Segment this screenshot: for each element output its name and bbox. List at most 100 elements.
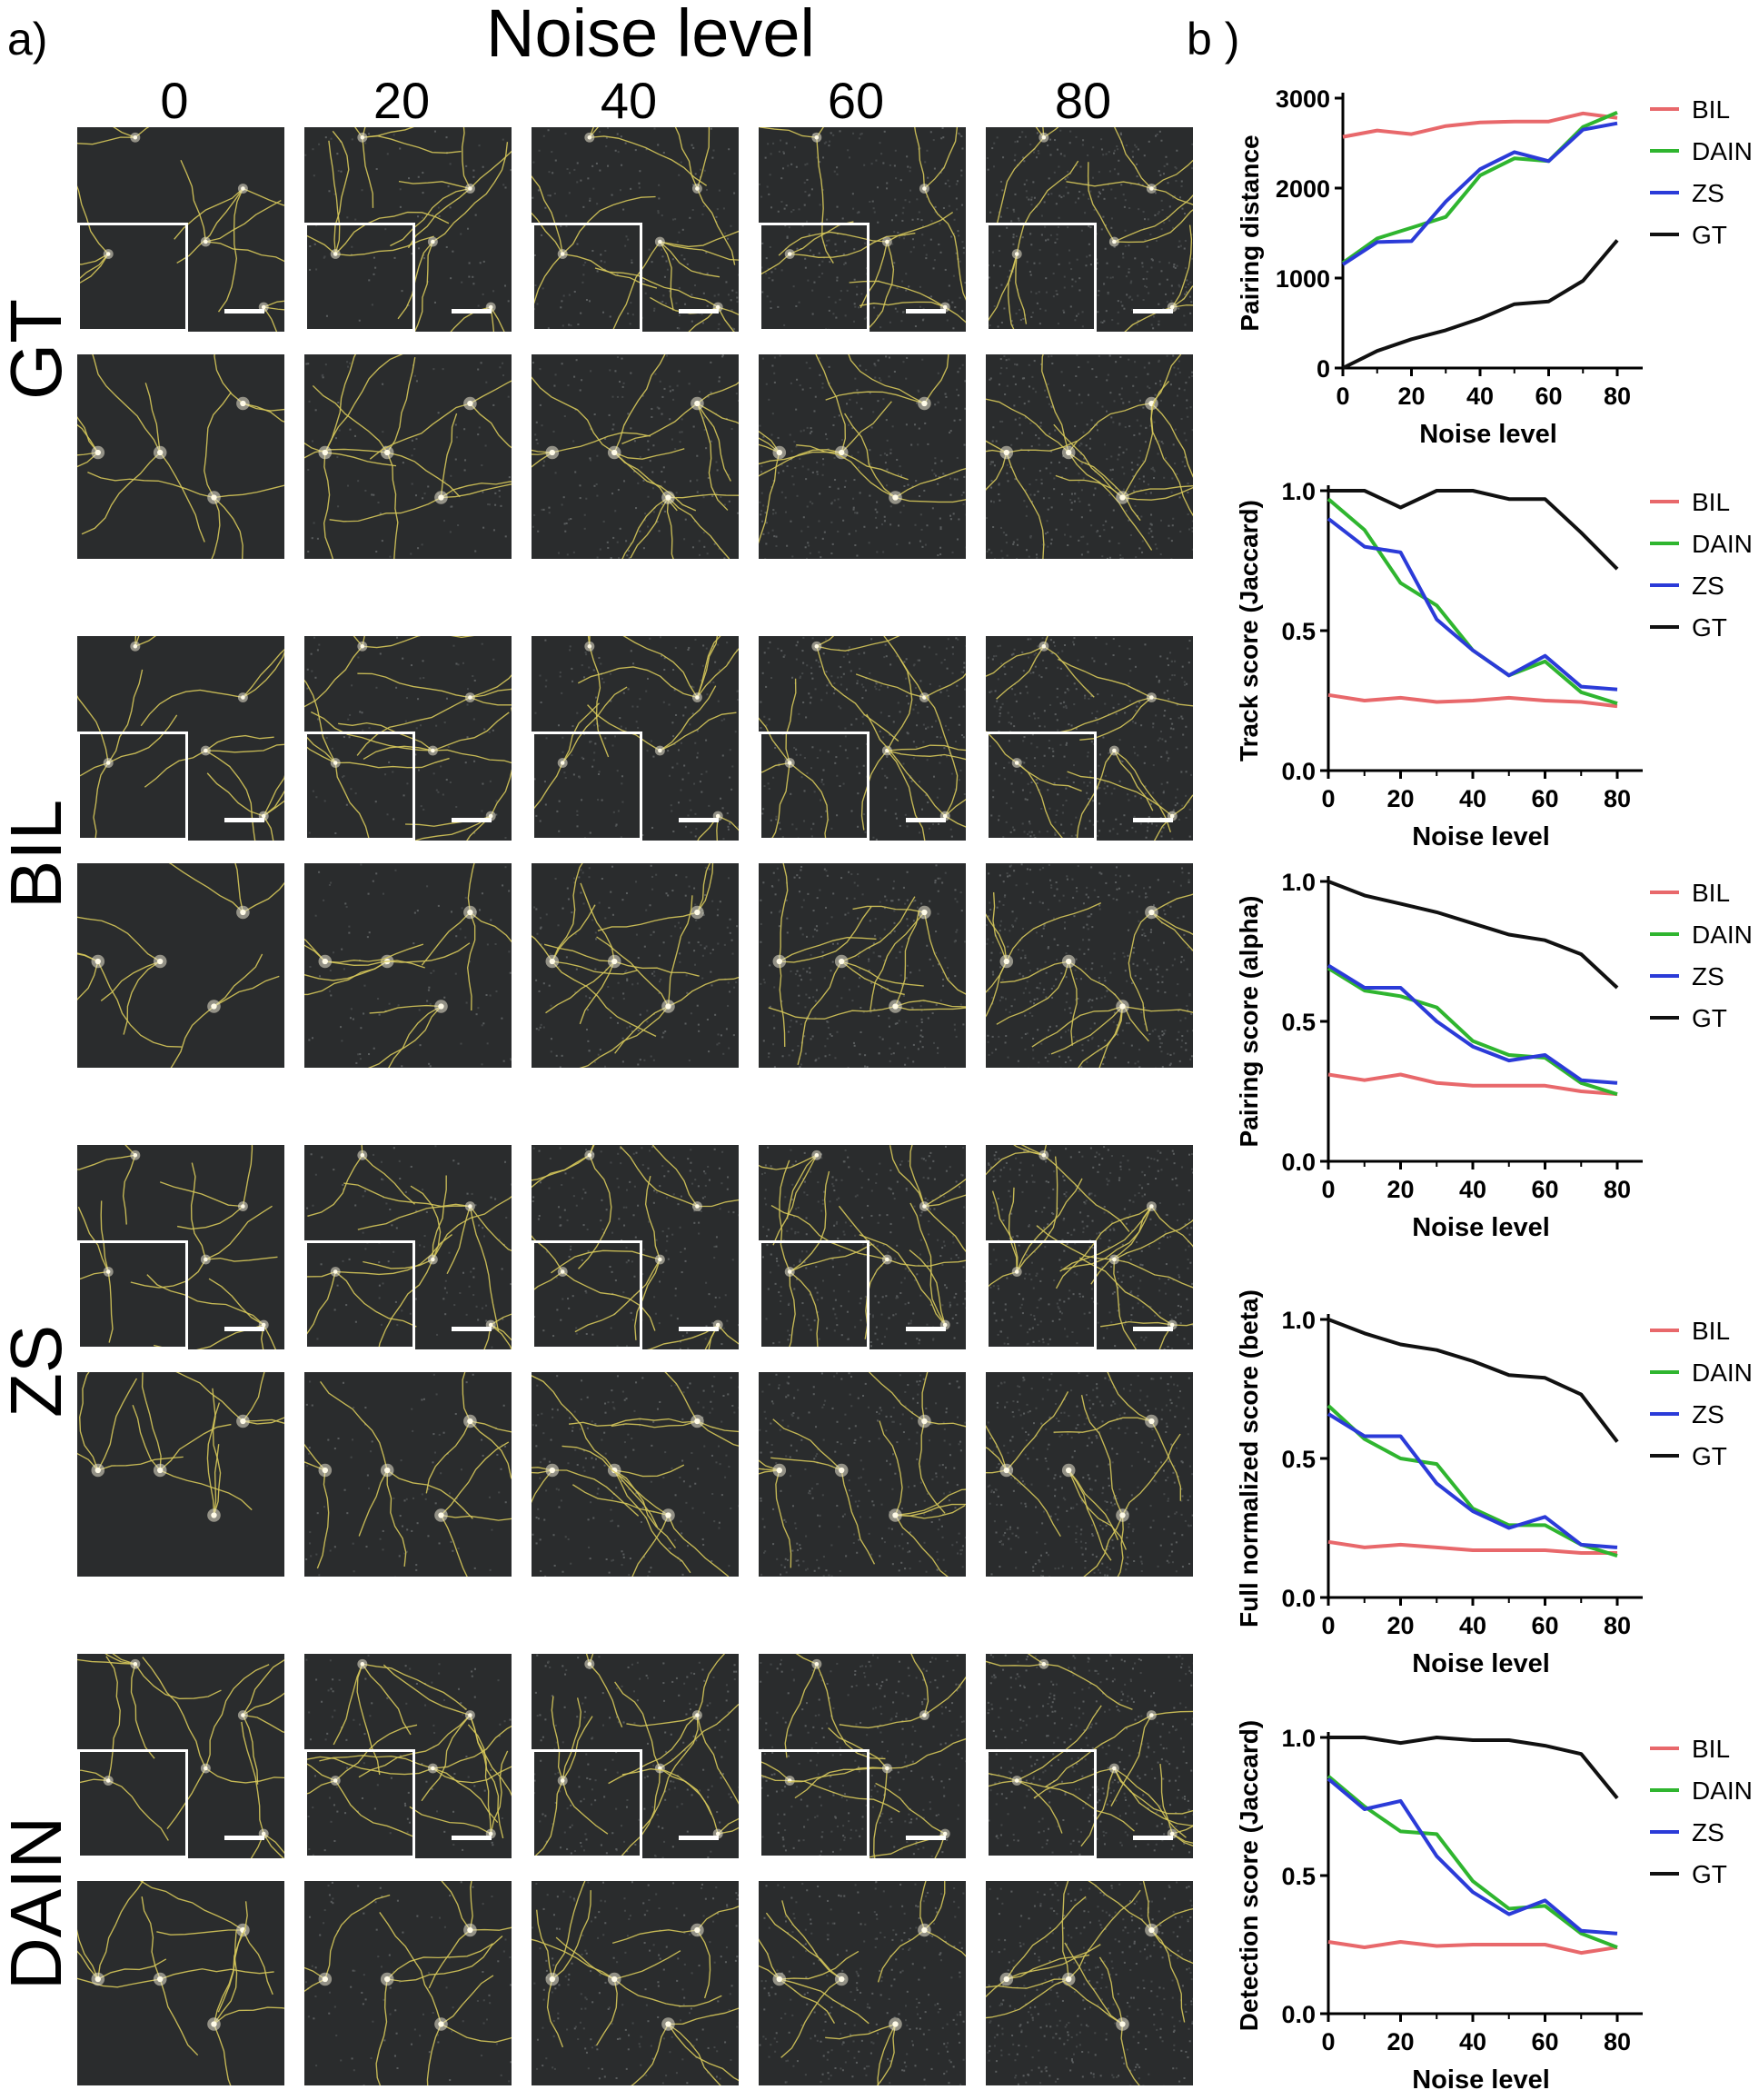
x-axis-label: Noise level bbox=[1412, 822, 1550, 851]
zoom-inset-box bbox=[986, 1240, 1097, 1349]
x-tick-label: 40 bbox=[1459, 1612, 1486, 1639]
scale-bar bbox=[452, 309, 492, 314]
y-tick-label: 1.0 bbox=[1281, 1307, 1316, 1334]
overview-image bbox=[986, 1145, 1193, 1349]
zoom-inset-box bbox=[986, 1749, 1097, 1858]
series-line-gt bbox=[1327, 880, 1619, 990]
x-tick-label: 40 bbox=[1466, 383, 1494, 410]
y-tick-label: 0.0 bbox=[1281, 758, 1316, 785]
overview-image bbox=[759, 127, 966, 332]
legend-label: DAIN bbox=[1692, 1359, 1753, 1387]
overview-image bbox=[532, 1145, 739, 1349]
x-tick-label: 60 bbox=[1535, 383, 1562, 410]
zoomed-image bbox=[304, 1372, 512, 1577]
zoom-inset-box bbox=[77, 732, 188, 841]
legend-label: GT bbox=[1692, 1442, 1727, 1470]
x-axis-label: Noise level bbox=[1412, 2065, 1550, 2095]
column-label: 40 bbox=[600, 72, 658, 129]
zoomed-image bbox=[759, 863, 966, 1068]
series-line-dain bbox=[1327, 1775, 1618, 1949]
legend-label: BIL bbox=[1692, 879, 1730, 907]
legend-label: ZS bbox=[1692, 1400, 1724, 1428]
series-line-zs bbox=[1327, 1412, 1618, 1549]
zoomed-image bbox=[986, 1372, 1193, 1577]
zoomed-image bbox=[986, 1881, 1193, 2085]
y-tick-label: 0.5 bbox=[1281, 1863, 1316, 1890]
x-tick-label: 80 bbox=[1604, 785, 1631, 812]
zoomed-image bbox=[759, 1372, 966, 1577]
overview-image bbox=[77, 127, 284, 332]
y-tick-label: 0.0 bbox=[1281, 2001, 1316, 2028]
x-tick-label: 20 bbox=[1397, 383, 1425, 410]
row-label: BIL bbox=[0, 799, 76, 909]
x-tick-label: 80 bbox=[1604, 1612, 1631, 1639]
zoom-inset-box bbox=[532, 1749, 642, 1858]
legend-label: ZS bbox=[1692, 179, 1724, 207]
series-line-dain bbox=[1327, 966, 1618, 1097]
overview-image bbox=[304, 636, 512, 841]
legend-label: BIL bbox=[1692, 1317, 1730, 1345]
zoomed-image bbox=[304, 863, 512, 1068]
x-tick-label: 60 bbox=[1531, 2028, 1558, 2055]
column-label: 60 bbox=[827, 72, 885, 129]
scale-bar bbox=[906, 309, 946, 314]
legend-label: GT bbox=[1692, 1004, 1727, 1032]
legend-label: GT bbox=[1692, 221, 1727, 249]
series-line-gt bbox=[1328, 1736, 1619, 1800]
overview-image bbox=[759, 1145, 966, 1349]
x-axis-label: Noise level bbox=[1412, 1649, 1550, 1678]
chart-1: 0 20 40 60 80 0 1000 2000 3000 Noise level Pairing… bbox=[1236, 85, 1753, 449]
series-line-bil bbox=[1342, 111, 1618, 139]
zoom-inset-box bbox=[304, 1240, 415, 1349]
x-tick-label: 60 bbox=[1531, 1176, 1558, 1203]
overview-image bbox=[532, 127, 739, 332]
legend-label: ZS bbox=[1692, 962, 1724, 990]
x-tick-label: 60 bbox=[1531, 785, 1558, 812]
y-tick-label: 1.0 bbox=[1281, 1725, 1316, 1752]
zoomed-image bbox=[532, 354, 739, 559]
y-tick-label: 0.5 bbox=[1281, 1009, 1316, 1036]
row-label: DAIN bbox=[0, 1816, 76, 1990]
zoomed-image bbox=[77, 354, 284, 559]
scale-bar bbox=[679, 818, 719, 822]
scale-bar bbox=[679, 1327, 719, 1331]
column-label: 80 bbox=[1054, 72, 1112, 129]
overview-image bbox=[304, 1145, 512, 1349]
x-tick-label: 0 bbox=[1321, 1176, 1335, 1203]
zoom-inset-box bbox=[759, 732, 870, 841]
y-tick-label: 1.0 bbox=[1281, 869, 1316, 896]
series-line-bil bbox=[1327, 1072, 1618, 1097]
y-tick-label: 0 bbox=[1317, 355, 1330, 383]
zoom-inset-box bbox=[304, 732, 415, 841]
scale-bar bbox=[452, 818, 492, 822]
zoomed-image bbox=[532, 1881, 739, 2085]
y-axis-label: Pairing distance bbox=[1236, 134, 1264, 331]
zoomed-image bbox=[986, 354, 1193, 559]
scale-bar bbox=[906, 818, 946, 822]
zoomed-image bbox=[986, 863, 1193, 1068]
overview-image bbox=[986, 636, 1193, 841]
overview-image bbox=[986, 1654, 1193, 1858]
overview-image bbox=[532, 636, 739, 841]
y-axis-label: Track score (Jaccard) bbox=[1235, 500, 1263, 761]
x-tick-label: 0 bbox=[1321, 785, 1335, 812]
x-tick-label: 0 bbox=[1336, 383, 1349, 410]
x-tick-label: 40 bbox=[1459, 785, 1486, 812]
series-line-dain bbox=[1327, 497, 1618, 706]
overview-image bbox=[532, 1654, 739, 1858]
chart-5: 0 20 40 60 80 0.0 0.5 1.0 Noise level Detection s… bbox=[1235, 1720, 1753, 2095]
zoomed-image bbox=[759, 354, 966, 559]
zoom-inset-box bbox=[986, 732, 1097, 841]
scale-bar bbox=[906, 1836, 946, 1840]
series-line-gt bbox=[1327, 1318, 1619, 1443]
legend-label: BIL bbox=[1692, 488, 1730, 516]
legend-label: GT bbox=[1692, 613, 1727, 642]
x-tick-label: 80 bbox=[1604, 2028, 1631, 2055]
legend-label: ZS bbox=[1692, 1818, 1724, 1846]
series-line-gt bbox=[1328, 489, 1619, 571]
overview-image bbox=[77, 1654, 284, 1858]
series-line-zs bbox=[1327, 1777, 1618, 1936]
series-line-bil bbox=[1327, 692, 1618, 709]
series-line-zs bbox=[1327, 963, 1618, 1085]
zoom-inset-box bbox=[532, 1240, 642, 1349]
